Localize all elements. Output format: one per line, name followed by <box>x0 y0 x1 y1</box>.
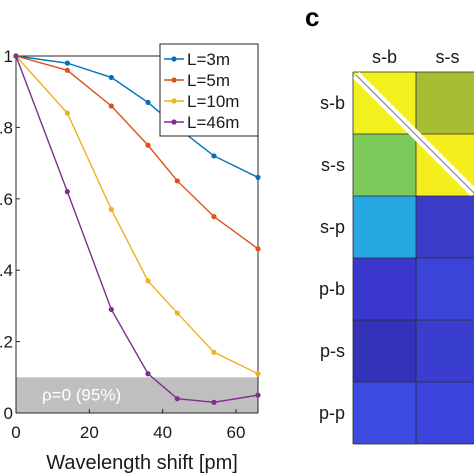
data-point <box>211 349 217 355</box>
heatmap-cell <box>353 196 416 258</box>
data-point <box>108 306 114 313</box>
line-chart: ρ=0 (95%) 0 .2 .4 .6 .8 1 0 20 40 60 Wavelength shi… <box>0 43 261 474</box>
y-tick-label: .8 <box>0 118 13 137</box>
data-point <box>64 60 70 66</box>
legend-marker <box>171 119 177 125</box>
heatmap-cell <box>353 320 416 382</box>
legend-label: L=5m <box>187 71 230 90</box>
band-label: ρ=0 (95%) <box>42 386 121 405</box>
column-label: s-b <box>372 47 397 67</box>
data-point <box>211 399 217 405</box>
legend-marker <box>171 98 177 104</box>
data-point <box>108 103 114 109</box>
x-tick-label: 40 <box>153 423 172 442</box>
y-tick-label: .6 <box>0 190 13 209</box>
data-point <box>255 246 261 252</box>
heatmap-cell <box>416 196 474 258</box>
heatmap-cell <box>416 320 474 382</box>
y-tick-label: .2 <box>0 333 13 352</box>
diagonal-edge <box>355 74 474 194</box>
heatmap-cell <box>353 382 416 444</box>
data-point <box>145 142 151 148</box>
data-point <box>255 392 261 398</box>
x-tick-label: 60 <box>227 423 246 442</box>
heatmap-cell <box>416 382 474 444</box>
row-label: p-b <box>319 279 345 299</box>
legend-marker <box>171 77 177 83</box>
heatmap-cell <box>416 72 474 134</box>
data-point <box>211 214 217 220</box>
row-label: p-s <box>320 341 345 361</box>
heatmap-cell <box>353 258 416 320</box>
heatmap-panel: c s-b s-s s-b s-s s-p p-b p-s p-p <box>305 2 474 445</box>
y-tick-label: 0 <box>4 404 13 423</box>
data-point <box>64 67 70 73</box>
legend-label: L=46m <box>187 113 239 132</box>
data-point <box>145 278 151 284</box>
data-point <box>108 206 114 213</box>
x-tick-label: 0 <box>11 423 20 442</box>
data-point <box>255 371 261 377</box>
legend-label: L=10m <box>187 92 239 111</box>
column-label: s-s <box>436 47 460 67</box>
data-point <box>255 174 261 180</box>
x-tick-label: 20 <box>80 423 99 442</box>
data-point <box>64 189 70 195</box>
data-point <box>174 396 180 402</box>
row-label: s-b <box>320 93 345 113</box>
row-label: p-p <box>319 403 345 423</box>
y-tick-label: 1 <box>4 47 13 66</box>
legend-marker <box>171 56 177 62</box>
row-label: s-s <box>321 155 345 175</box>
data-point <box>64 110 70 116</box>
row-label: s-p <box>320 217 345 237</box>
panel-label: c <box>305 2 319 32</box>
heatmap-cell <box>353 134 416 196</box>
significance-band <box>16 377 258 413</box>
data-point <box>108 74 114 81</box>
data-point <box>174 310 180 316</box>
y-tick-label: .4 <box>0 261 13 280</box>
legend-label: L=3m <box>187 50 230 69</box>
data-point <box>174 178 180 184</box>
data-point <box>145 371 151 377</box>
data-point <box>211 153 217 159</box>
data-point <box>13 53 19 59</box>
data-point <box>145 99 151 106</box>
heatmap-cell <box>416 258 474 320</box>
x-axis-label: Wavelength shift [pm] <box>46 452 238 474</box>
